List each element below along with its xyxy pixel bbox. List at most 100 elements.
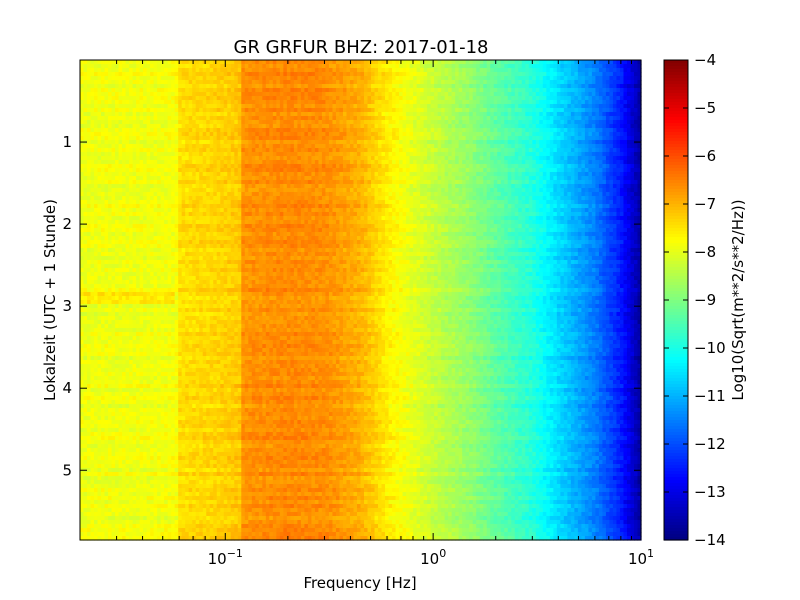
- heatmap-cell: [634, 116, 638, 121]
- heatmap-cell: [350, 92, 354, 97]
- heatmap-cell: [308, 176, 312, 181]
- heatmap-cell: [339, 92, 343, 97]
- heatmap-cell: [487, 64, 491, 69]
- heatmap-cell: [543, 156, 547, 161]
- heatmap-cell: [297, 168, 301, 173]
- heatmap-cell: [511, 112, 515, 117]
- heatmap-cell: [266, 76, 270, 81]
- heatmap-cell: [455, 116, 459, 121]
- heatmap-cell: [459, 168, 463, 173]
- heatmap-cell: [494, 100, 498, 105]
- heatmap-cell: [550, 88, 554, 93]
- heatmap-cell: [150, 108, 154, 113]
- heatmap-cell: [473, 120, 477, 125]
- heatmap-cell: [203, 80, 207, 85]
- heatmap-cell: [322, 88, 326, 93]
- heatmap-cell: [161, 132, 165, 137]
- heatmap-cell: [252, 128, 256, 133]
- heatmap-cell: [157, 144, 161, 149]
- heatmap-cell: [438, 112, 442, 117]
- heatmap-cell: [248, 84, 252, 89]
- heatmap-cell: [382, 96, 386, 101]
- heatmap-cell: [620, 96, 624, 101]
- heatmap-cell: [459, 136, 463, 141]
- heatmap-cell: [403, 144, 407, 149]
- heatmap-cell: [329, 104, 333, 109]
- heatmap-cell: [332, 92, 336, 97]
- heatmap-cell: [154, 100, 158, 105]
- heatmap-cell: [392, 72, 396, 77]
- heatmap-cell: [238, 168, 242, 173]
- heatmap-cell: [150, 156, 154, 161]
- heatmap-cell: [192, 92, 196, 97]
- heatmap-cell: [346, 128, 350, 133]
- heatmap-cell: [175, 112, 179, 117]
- heatmap-cell: [350, 84, 354, 89]
- heatmap-cell: [336, 148, 340, 153]
- heatmap-cell: [588, 140, 592, 145]
- heatmap-cell: [294, 148, 298, 153]
- heatmap-cell: [553, 88, 557, 93]
- heatmap-cell: [185, 88, 189, 93]
- heatmap-cell: [518, 120, 522, 125]
- heatmap-cell: [546, 92, 550, 97]
- heatmap-cell: [343, 88, 347, 93]
- heatmap-cell: [609, 148, 613, 153]
- heatmap-cell: [301, 72, 305, 77]
- heatmap-cell: [546, 140, 550, 145]
- heatmap-cell: [346, 120, 350, 125]
- heatmap-cell: [431, 68, 435, 73]
- heatmap-cell: [553, 156, 557, 161]
- heatmap-cell: [266, 112, 270, 117]
- heatmap-cell: [494, 76, 498, 81]
- heatmap-cell: [136, 140, 140, 145]
- heatmap-cell: [431, 140, 435, 145]
- heatmap-cell: [574, 172, 578, 177]
- heatmap-cell: [473, 108, 477, 113]
- heatmap-cell: [336, 116, 340, 121]
- heatmap-cell: [522, 168, 526, 173]
- heatmap-cell: [115, 92, 119, 97]
- heatmap-cell: [585, 148, 589, 153]
- heatmap-cell: [273, 176, 277, 181]
- heatmap-cell: [255, 172, 259, 177]
- heatmap-cell: [189, 84, 193, 89]
- heatmap-cell: [571, 140, 575, 145]
- heatmap-cell: [266, 100, 270, 105]
- heatmap-cell: [217, 104, 221, 109]
- heatmap-cell: [322, 148, 326, 153]
- heatmap-cell: [501, 100, 505, 105]
- heatmap-cell: [466, 172, 470, 177]
- heatmap-cell: [490, 116, 494, 121]
- heatmap-cell: [441, 108, 445, 113]
- heatmap-cell: [529, 80, 533, 85]
- heatmap-cell: [143, 84, 147, 89]
- heatmap-cell: [280, 140, 284, 145]
- heatmap-cell: [325, 132, 329, 137]
- heatmap-cell: [620, 172, 624, 177]
- heatmap-cell: [84, 144, 88, 149]
- heatmap-cell: [220, 88, 224, 93]
- heatmap-cell: [189, 100, 193, 105]
- heatmap-cell: [487, 152, 491, 157]
- heatmap-cell: [210, 180, 214, 185]
- heatmap-cell: [213, 132, 217, 137]
- heatmap-cell: [497, 68, 501, 73]
- heatmap-cell: [368, 164, 372, 169]
- heatmap-cell: [91, 128, 95, 133]
- heatmap-cell: [539, 112, 543, 117]
- heatmap-cell: [315, 96, 319, 101]
- heatmap-cell: [175, 144, 179, 149]
- heatmap-cell: [206, 64, 210, 69]
- heatmap-cell: [255, 60, 259, 65]
- heatmap-cell: [445, 168, 449, 173]
- heatmap-cell: [385, 104, 389, 109]
- heatmap-cell: [543, 84, 547, 89]
- heatmap-cell: [297, 108, 301, 113]
- heatmap-cell: [476, 80, 480, 85]
- heatmap-cell: [91, 68, 95, 73]
- heatmap-cell: [445, 88, 449, 93]
- heatmap-cell: [164, 164, 168, 169]
- heatmap-cell: [255, 176, 259, 181]
- heatmap-cell: [301, 144, 305, 149]
